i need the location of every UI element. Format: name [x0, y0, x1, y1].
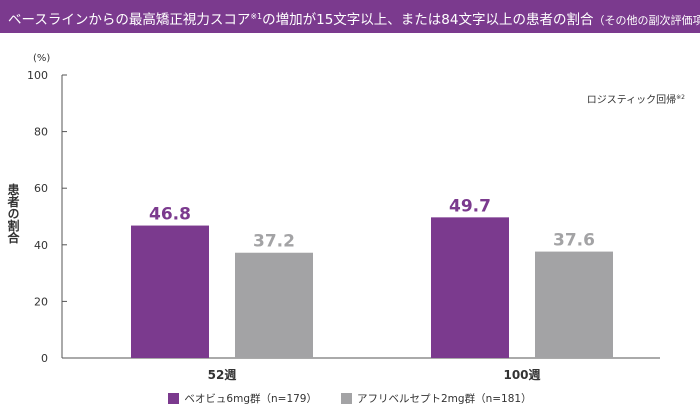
regression-annotation-footnote: ※2	[676, 94, 685, 101]
bar-beovu	[131, 225, 209, 358]
chart-title-note: （その他の副次評価項目）	[593, 14, 700, 27]
y-tick-label: 0	[41, 352, 48, 365]
x-category-label: 100週	[503, 367, 540, 382]
legend-label-aflibercept: アフリベルセプト2mg群（n=181）	[357, 392, 532, 405]
bar-value-label: 37.6	[553, 231, 595, 251]
bar-value-label: 49.7	[449, 196, 491, 216]
chart-title-footnote-mark: ※1	[250, 12, 263, 21]
legend-item-aflibercept: アフリベルセプト2mg群（n=181）	[341, 391, 532, 406]
y-tick-label: 40	[34, 239, 48, 252]
y-tick-label: 60	[34, 182, 48, 195]
bar-aflibercept	[235, 252, 313, 358]
y-axis-unit: (%)	[33, 53, 50, 64]
legend-item-beovu: ベオビュ6mg群（n=179）	[168, 391, 317, 406]
bar-value-label: 46.8	[149, 205, 191, 225]
chart-title-bar: ベースラインからの最高矯正視力スコア※1の増加が15文字以上、または84文字以上…	[0, 0, 700, 33]
y-tick-label: 20	[34, 295, 48, 308]
x-category-label: 52週	[208, 367, 237, 382]
chart-title-rest: の増加が15文字以上、または84文字以上の患者の割合	[262, 12, 594, 28]
bar-value-label: 37.2	[253, 232, 295, 252]
bar-aflibercept	[535, 251, 613, 358]
chart-title-main: ベースラインからの最高矯正視力スコア	[8, 12, 251, 28]
y-axis-label: 患者の割合	[6, 182, 20, 244]
regression-annotation-text: ロジスティック回帰	[587, 93, 676, 106]
bar-beovu	[431, 217, 509, 358]
legend-label-beovu: ベオビュ6mg群（n=179）	[184, 392, 317, 405]
y-tick-label: 100	[27, 69, 48, 82]
bar-chart: (%) 患者の割合 ロジスティック回帰※2 0 20 40 60 80 100 46.8 37…	[6, 53, 685, 382]
legend-swatch-beovu	[168, 392, 180, 404]
y-tick-label: 80	[34, 126, 48, 139]
legend-swatch-aflibercept	[341, 392, 352, 404]
regression-annotation: ロジスティック回帰※2	[587, 93, 685, 106]
chart-legend: ベオビュ6mg群（n=179） アフリベルセプト2mg群（n=181）	[0, 388, 700, 408]
